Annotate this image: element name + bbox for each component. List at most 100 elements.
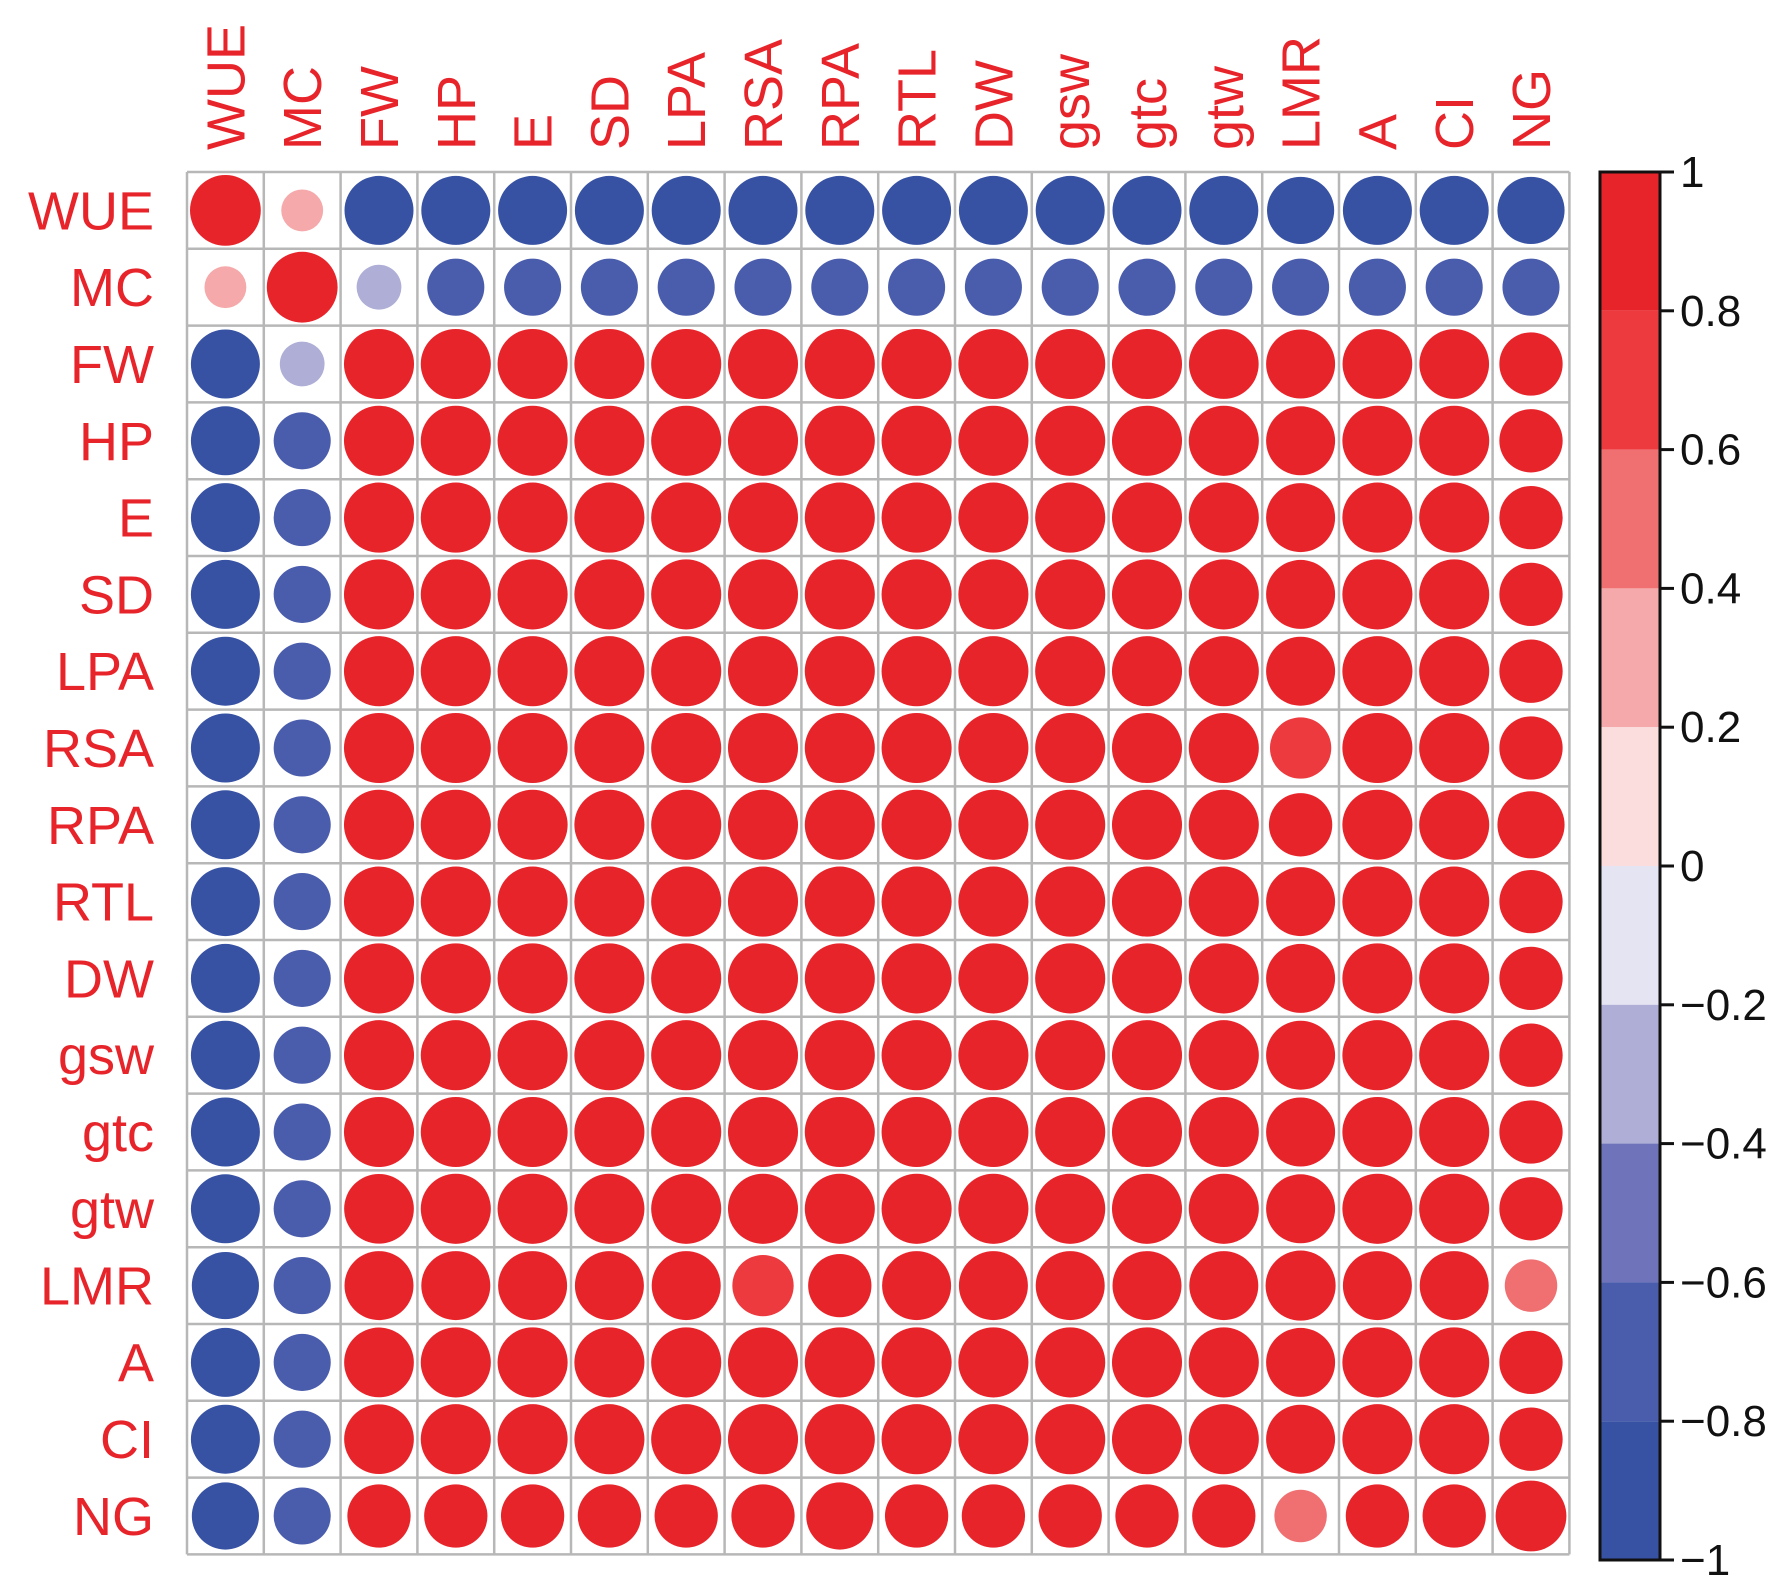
correlation-circle-RTL-CI	[1419, 866, 1490, 937]
column-label-gsw: gsw	[1041, 53, 1101, 150]
correlation-circle-HP-LPA	[651, 405, 722, 476]
colorbar-tick-label: −1	[1680, 1536, 1730, 1582]
correlation-circle-DW-A	[1342, 943, 1413, 1014]
correlation-circle-A-LMR	[1266, 1327, 1336, 1397]
correlation-circle-RPA-HP	[420, 789, 491, 860]
correlation-circle-E-WUE	[190, 483, 260, 553]
correlation-circle-RPA-SD	[574, 789, 645, 860]
correlation-circle-HP-SD	[574, 405, 645, 476]
correlation-circle-RSA-RTL	[881, 712, 952, 784]
correlation-circle-CI-LPA	[651, 1404, 722, 1475]
correlation-circle-DW-gtc	[1111, 943, 1183, 1014]
correlation-circle-RSA-DW	[958, 712, 1029, 784]
correlation-circle-FW-LMR	[1266, 329, 1336, 399]
correlation-circle-SD-A	[1342, 559, 1413, 630]
correlation-circle-RTL-gtc	[1111, 866, 1183, 937]
correlation-circle-RPA-WUE	[190, 790, 260, 860]
correlation-circle-LPA-HP	[420, 636, 491, 707]
correlation-circle-A-RTL	[881, 1327, 952, 1398]
correlation-circle-RSA-FW	[343, 712, 415, 784]
correlation-circle-FW-RTL	[881, 328, 952, 400]
correlation-circle-A-CI	[1419, 1327, 1490, 1398]
correlation-circle-NG-A	[1345, 1484, 1410, 1548]
correlation-circle-WUE-NG	[1497, 176, 1565, 244]
row-label-RTL: RTL	[53, 873, 154, 933]
correlation-circle-gsw-gsw	[1035, 1020, 1106, 1091]
correlation-circle-gtw-MC	[273, 1180, 331, 1238]
correlation-circle-LPA-MC	[273, 642, 331, 700]
correlation-circle-A-WUE	[190, 1327, 260, 1397]
correlation-circle-gtw-FW	[344, 1173, 414, 1244]
correlation-circle-gtw-RSA	[727, 1173, 799, 1244]
correlation-circle-LPA-SD	[574, 636, 645, 707]
correlation-circle-NG-gtc	[1115, 1484, 1179, 1548]
correlation-circle-NG-HP	[424, 1484, 488, 1548]
correlation-circle-MC-gsw	[1041, 258, 1099, 316]
correlation-circle-LMR-HP	[421, 1251, 491, 1321]
correlation-circle-LPA-RSA	[727, 636, 799, 707]
correlation-circle-LMR-MC	[273, 1257, 331, 1315]
correlation-circle-LPA-DW	[958, 636, 1029, 707]
correlation-circle-MC-E	[504, 258, 562, 316]
correlation-circle-E-gtw	[1188, 482, 1259, 553]
correlation-circle-A-SD	[574, 1327, 645, 1398]
correlation-circle-gtw-gtw	[1188, 1173, 1259, 1244]
correlation-circle-HP-RPA	[804, 405, 875, 476]
correlation-circle-SD-gtc	[1111, 559, 1183, 630]
correlation-circle-RPA-DW	[958, 789, 1029, 860]
correlation-circle-DW-LMR	[1266, 943, 1336, 1013]
correlation-circle-CI-SD	[574, 1404, 645, 1475]
correlation-circle-A-LPA	[651, 1327, 722, 1398]
correlation-circle-WUE-E	[498, 175, 568, 245]
correlation-circle-gtc-MC	[273, 1103, 331, 1161]
correlation-circle-gtc-DW	[958, 1096, 1029, 1168]
correlation-circle-RSA-MC	[273, 719, 331, 777]
correlation-circle-RPA-gsw	[1035, 789, 1106, 860]
correlation-circle-A-FW	[344, 1327, 414, 1398]
correlation-circle-RTL-A	[1342, 866, 1413, 937]
correlation-circle-HP-MC	[273, 412, 331, 470]
correlation-circle-NG-FW	[347, 1484, 411, 1548]
row-label-A: A	[118, 1333, 154, 1393]
correlation-circle-LMR-RSA	[732, 1254, 794, 1317]
column-label-RSA: RSA	[734, 39, 794, 150]
correlation-circle-HP-FW	[343, 405, 415, 476]
correlation-circle-CI-RSA	[727, 1404, 799, 1475]
correlation-circle-E-NG	[1499, 485, 1563, 550]
correlation-circle-HP-gsw	[1035, 405, 1106, 476]
correlation-circle-SD-gsw	[1035, 559, 1106, 630]
correlation-circle-gtc-NG	[1499, 1100, 1563, 1164]
correlation-circle-gtw-RPA	[804, 1173, 875, 1244]
correlation-circle-HP-LMR	[1266, 406, 1336, 476]
correlation-circle-gtc-HP	[420, 1096, 491, 1168]
column-label-MC: MC	[273, 66, 333, 150]
correlation-circle-A-gsw	[1035, 1327, 1106, 1398]
correlation-circle-NG-WUE	[191, 1482, 259, 1550]
column-labels: WUE MC FW HP E SD LPA RSA RPA RTL DW gsw gtc gtw LMR A C…	[196, 24, 1562, 150]
colorbar-tick-label: 0.4	[1680, 564, 1741, 613]
correlation-circle-gsw-RTL	[881, 1020, 952, 1091]
correlation-circle-E-HP	[420, 482, 491, 553]
correlation-circle-FW-gtc	[1111, 328, 1183, 400]
correlation-circle-FW-MC	[279, 341, 325, 387]
correlation-circle-RTL-E	[497, 866, 568, 937]
row-label-MC: MC	[70, 258, 154, 318]
correlation-circle-RSA-RSA	[727, 712, 799, 784]
correlation-circle-RSA-gtw	[1188, 712, 1259, 784]
column-label-WUE: WUE	[196, 24, 256, 150]
correlation-circle-RSA-NG	[1499, 716, 1563, 780]
colorbar-tick-label: −0.8	[1680, 1397, 1767, 1446]
correlation-circle-RTL-gsw	[1035, 866, 1106, 937]
correlation-circle-E-A	[1342, 482, 1413, 553]
correlation-circle-RPA-LPA	[651, 789, 722, 860]
correlation-circle-HP-HP	[420, 405, 491, 476]
correlation-circle-NG-DW	[961, 1484, 1026, 1548]
correlation-circle-A-MC	[273, 1333, 331, 1391]
colorbar-bin-7	[1600, 1143, 1660, 1283]
column-label-gtw: gtw	[1195, 65, 1255, 150]
correlation-circle-CI-FW	[344, 1404, 414, 1475]
correlation-circle-gtc-CI	[1419, 1096, 1490, 1168]
correlation-circle-DW-MC	[273, 949, 331, 1007]
correlation-circle-WUE-FW	[344, 175, 414, 245]
correlation-circle-SD-WUE	[190, 559, 260, 629]
